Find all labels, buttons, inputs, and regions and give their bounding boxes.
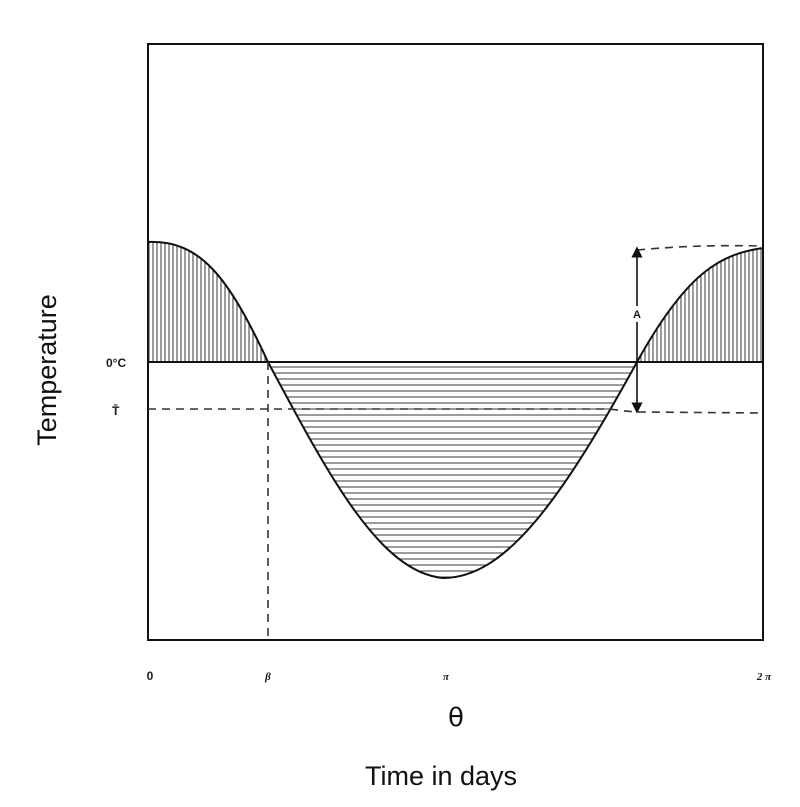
x-axis-symbol: θ bbox=[448, 703, 464, 733]
amplitude-label: A bbox=[633, 309, 641, 321]
below-freezing-area bbox=[268, 362, 637, 578]
y-axis-label: Temperature bbox=[32, 294, 62, 446]
above-freezing-area-right bbox=[637, 248, 763, 362]
above-freezing-area-left bbox=[148, 241, 268, 362]
peak-envelope-line bbox=[636, 244, 764, 251]
x-axis-caption: Time in days bbox=[365, 761, 517, 791]
mean-temperature-label: T̄ bbox=[112, 404, 120, 418]
x-tick-pi: π bbox=[443, 671, 450, 683]
x-tick-two-pi: 2 π bbox=[756, 671, 772, 683]
amplitude-label-bg bbox=[629, 306, 645, 322]
temperature-curve bbox=[147, 240, 764, 580]
x-tick-origin: 0 bbox=[147, 669, 154, 683]
zero-degree-label: 0°C bbox=[106, 356, 126, 370]
x-tick-beta: β bbox=[264, 671, 271, 683]
